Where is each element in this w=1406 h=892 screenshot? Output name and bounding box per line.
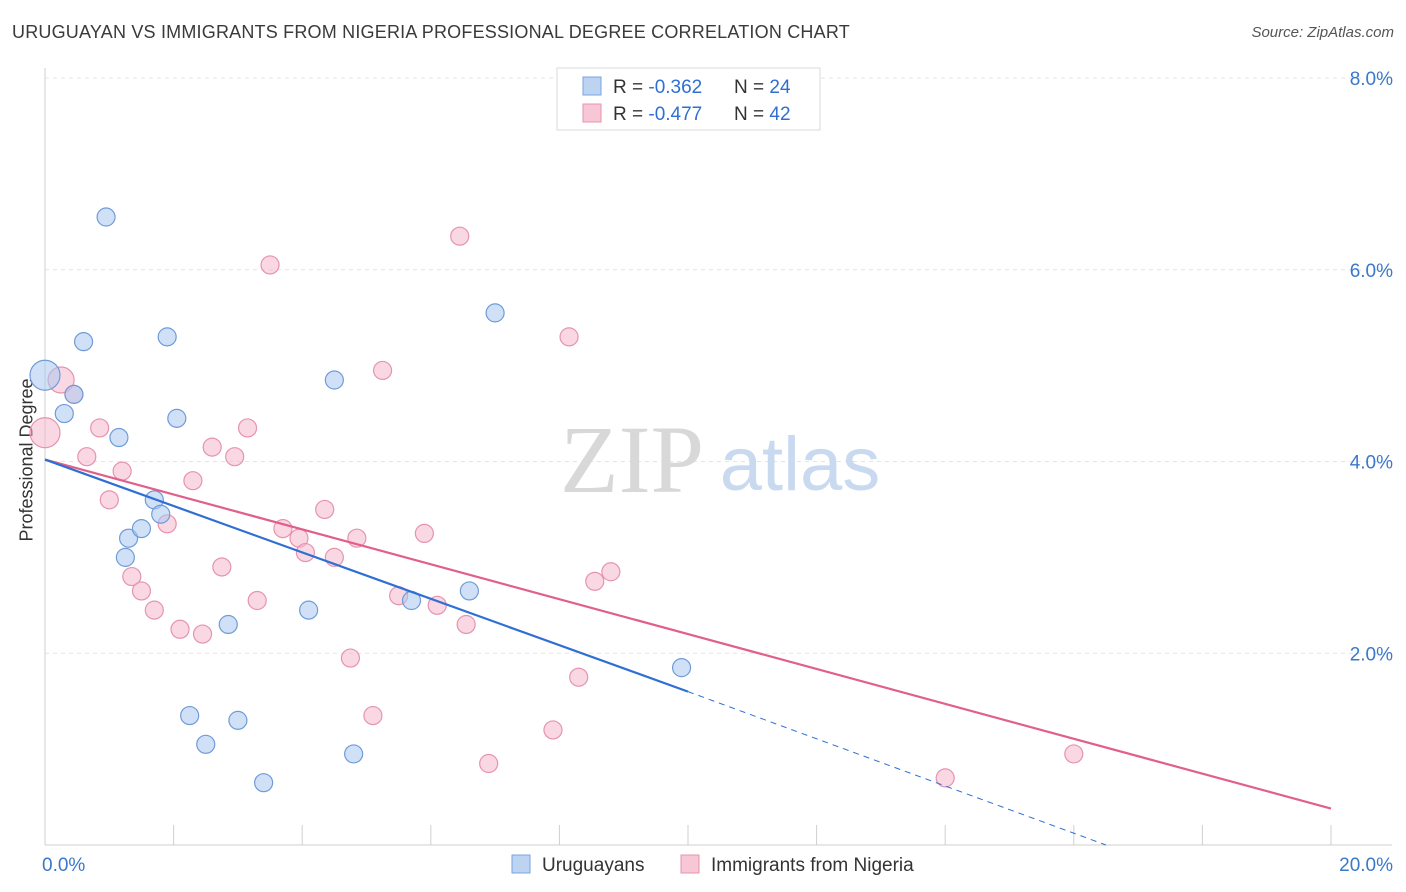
data-point-uruguayans <box>671 658 692 678</box>
gridlines <box>45 77 1392 654</box>
data-point-uruguayans <box>115 547 135 567</box>
watermark-atlas: atlas <box>720 422 881 507</box>
trend-line-uruguayans-extrapolated <box>687 691 1107 846</box>
data-point-uruguayans <box>151 504 171 524</box>
legend-r-value: -0.362 <box>648 77 702 98</box>
data-point-uruguayans <box>344 744 364 764</box>
data-point-nigeria <box>1064 744 1084 764</box>
data-point-nigeria <box>144 600 164 620</box>
data-point-nigeria <box>29 417 61 449</box>
data-point-uruguayans <box>118 528 139 548</box>
data-point-nigeria <box>170 619 190 639</box>
data-point-nigeria <box>569 667 589 687</box>
source-label: Source: ZipAtlas.com <box>1251 24 1394 41</box>
data-point-nigeria <box>414 523 434 544</box>
data-point-nigeria <box>559 327 579 347</box>
data-point-nigeria <box>183 471 203 491</box>
y-tick-label: 2.0% <box>1350 644 1393 665</box>
data-point-uruguayans <box>196 734 216 754</box>
data-point-nigeria <box>212 557 232 577</box>
data-point-nigeria <box>237 418 258 438</box>
data-point-nigeria <box>601 562 621 582</box>
data-point-uruguayans <box>485 303 505 323</box>
chart-title: URUGUAYAN VS IMMIGRANTS FROM NIGERIA PRO… <box>12 22 850 42</box>
data-point-uruguayans <box>324 370 344 390</box>
legend-n-label: N = <box>734 77 769 98</box>
data-point-nigeria <box>456 614 476 635</box>
bottom-legend: Uruguayans Immigrants from Nigeria <box>511 854 914 876</box>
data-point-uruguayans <box>109 427 129 448</box>
legend-box: R = -0.362 N = 24 R = -0.477 N = 42 <box>556 67 821 131</box>
watermark-zip: ZIP <box>560 406 704 513</box>
data-point-uruguayans <box>54 403 74 424</box>
data-point-nigeria <box>202 437 222 457</box>
x-tick-label: 20.0% <box>1339 855 1393 876</box>
svg-text:R = -0.477: R = -0.477 <box>613 104 702 125</box>
y-tick-label: 8.0% <box>1350 69 1393 90</box>
data-point-nigeria <box>90 418 110 438</box>
data-point-nigeria <box>260 255 280 275</box>
x-tick-label: 0.0% <box>42 855 85 876</box>
data-point-uruguayans <box>131 519 152 539</box>
tick-labels: 2.0% 4.0% 6.0% 8.0% 0.0% 20.0% <box>42 69 1393 876</box>
series-nigeria <box>29 226 1084 788</box>
trend-lines <box>44 458 1332 846</box>
data-point-uruguayans <box>73 332 94 352</box>
legend-n-value: 42 <box>769 104 790 125</box>
legend-swatch-nigeria <box>582 103 602 123</box>
data-point-uruguayans <box>228 710 248 730</box>
bottom-legend-uruguayans: Uruguayans <box>542 855 644 876</box>
data-point-uruguayans <box>157 327 177 347</box>
data-point-nigeria <box>192 624 213 644</box>
data-point-nigeria <box>247 590 267 611</box>
data-point-nigeria <box>77 447 97 467</box>
data-point-nigeria <box>225 447 245 467</box>
data-point-nigeria <box>122 566 142 587</box>
svg-text:N = 42: N = 42 <box>734 104 791 125</box>
data-point-uruguayans <box>254 773 274 793</box>
data-point-uruguayans <box>96 207 116 227</box>
legend-n-label: N = <box>734 104 769 125</box>
data-point-nigeria <box>340 648 361 668</box>
data-point-nigeria <box>315 499 335 520</box>
data-point-nigeria <box>543 720 563 740</box>
data-point-uruguayans <box>218 614 238 635</box>
y-tick-label: 6.0% <box>1350 261 1393 282</box>
trend-line-uruguayans <box>44 458 689 693</box>
legend-r-label: R = <box>613 104 648 125</box>
data-point-nigeria <box>99 490 119 510</box>
svg-text:N = 24: N = 24 <box>734 77 791 98</box>
data-point-nigeria <box>131 581 152 601</box>
data-point-nigeria <box>585 571 605 591</box>
svg-text:R = -0.362: R = -0.362 <box>613 77 702 98</box>
bottom-legend-nigeria: Immigrants from Nigeria <box>711 855 914 876</box>
bottom-legend-swatch-uruguayans <box>511 854 531 874</box>
data-point-uruguayans <box>459 581 479 601</box>
trend-line-nigeria <box>44 458 1332 810</box>
bottom-legend-swatch-nigeria <box>680 854 700 874</box>
watermark: ZIP atlas <box>560 406 880 513</box>
data-point-nigeria <box>273 519 293 539</box>
legend-r-label: R = <box>613 77 648 98</box>
legend-n-value: 24 <box>769 77 791 98</box>
legend-swatch-uruguayans <box>582 76 602 96</box>
data-point-nigeria <box>112 461 132 481</box>
data-point-uruguayans <box>29 359 61 391</box>
data-point-uruguayans <box>167 408 187 428</box>
data-point-uruguayans <box>180 705 200 726</box>
y-tick-label: 4.0% <box>1350 453 1393 474</box>
data-point-uruguayans <box>64 384 84 404</box>
data-point-nigeria <box>935 768 955 788</box>
data-point-nigeria <box>479 753 499 774</box>
data-point-nigeria <box>363 705 383 726</box>
data-point-uruguayans <box>299 600 319 620</box>
data-point-nigeria <box>372 360 393 381</box>
data-point-nigeria <box>450 226 470 246</box>
legend-r-value: -0.477 <box>648 104 702 125</box>
axes <box>44 68 1392 846</box>
